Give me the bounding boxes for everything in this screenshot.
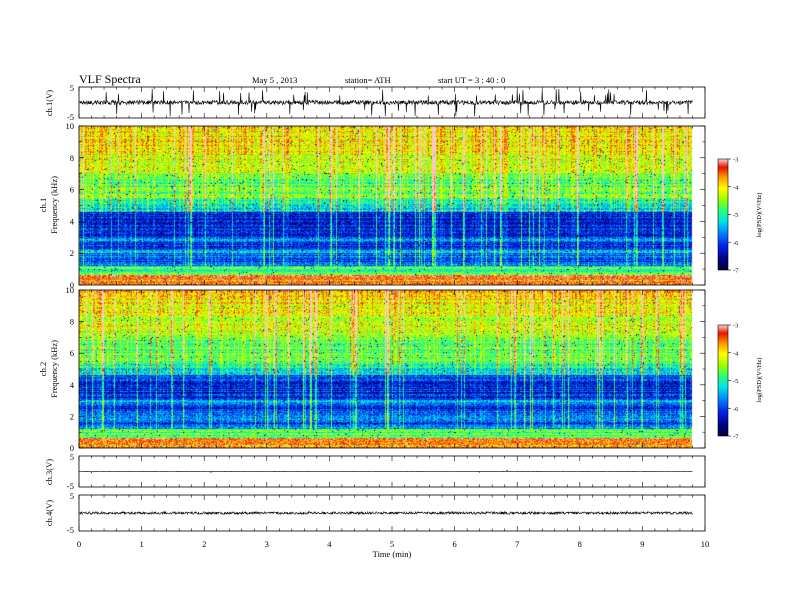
ch2-colorbar: -3 -4 -5 -6 -7 log(PSD)(V²/Hz)	[717, 323, 763, 441]
ch1-ytick-top: 5	[70, 83, 74, 93]
time-axis-tick-label-8: 8	[578, 539, 582, 549]
ch2-colorbar-ticks: -3 -4 -5 -6 -7	[728, 323, 739, 441]
ch1-colorbar-tick-label-3: -6	[733, 240, 739, 247]
ch4-waveform-line	[78, 510, 693, 516]
ch2-colorbar-label: log(PSD)(V²/Hz)	[756, 358, 763, 403]
time-axis-tick-label-9: 9	[640, 539, 644, 549]
ch1-spectrogram-channel-label: ch.1	[38, 198, 48, 212]
ch1-waveform-ylabel: ch.1(V)	[44, 90, 54, 116]
ch1-waveform-xticks	[78, 87, 706, 118]
ch2-spectrogram-ytick-label-4: 8	[70, 317, 74, 327]
ch1-spectrogram-ytick-label-3: 6	[70, 185, 74, 195]
ch2-spectrogram-panel: 0 2 4 6 8 10 ch.2 Frequency (kHz)	[38, 285, 706, 453]
ch1-spectrogram-panel: 0 2 4 6 8 10 ch.1 Frequency (kHz)	[38, 121, 706, 290]
ch3-waveform-xticks	[78, 456, 706, 487]
ch1-waveform-panel: 5 -5 ch.1(V)	[44, 83, 706, 122]
time-axis-label: Time (min)	[373, 549, 412, 559]
chart-title: VLF Spectra	[79, 72, 141, 86]
ch3-ytick-bottom: -5	[67, 481, 74, 491]
ch2-colorbar-tick-label-0: -3	[733, 323, 738, 330]
ch1-waveform-line	[78, 88, 693, 117]
ch2-colorbar-tick-label-4: -7	[733, 434, 739, 441]
time-axis-tick-labels: 0 1 2 3 4 5 6 7 8 9 10	[77, 539, 709, 549]
header-station: station= ATH	[345, 75, 391, 85]
ch1-spectrogram-yticks: 0 2 4 6 8 10	[66, 121, 705, 290]
ch1-spectrogram-ylabel: Frequency (kHz)	[49, 176, 59, 234]
ch1-spectrogram-ytick-label-4: 8	[70, 153, 74, 163]
ch3-waveform-line	[78, 469, 693, 474]
ch1-colorbar-tick-label-4: -7	[733, 268, 739, 275]
ch2-colorbar-tick-label-3: -6	[733, 406, 739, 413]
ch2-spectrogram-ytick-label-5: 10	[66, 285, 75, 295]
ch3-waveform-panel: 5 -5 ch.3(V)	[44, 452, 706, 491]
ch4-waveform-panel: 5 -5 ch.4(V)	[44, 491, 706, 535]
time-axis-tick-label-1: 1	[139, 539, 143, 549]
ch2-spectrogram-ytick-label-0: 0	[70, 443, 74, 453]
time-axis-tick-label-5: 5	[390, 539, 394, 549]
ch1-colorbar-gradient	[718, 159, 728, 270]
ch1-spectrogram-ytick-label-1: 2	[70, 248, 74, 258]
time-axis-tick-label-2: 2	[202, 539, 206, 549]
ch1-colorbar-label: log(PSD)(V²/Hz)	[756, 193, 763, 238]
ch2-spectrogram-yticks: 0 2 4 6 8 10	[66, 285, 705, 453]
ch1-spectrogram-heatmap	[79, 126, 705, 285]
ch3-ytick-top: 5	[70, 452, 74, 462]
ch1-spectrogram-ytick-label-2: 4	[70, 216, 75, 226]
ch1-colorbar: -3 -4 -5 -6 -7 log(PSD)(V²/Hz)	[717, 157, 763, 275]
ch2-spectrogram-xticks	[78, 290, 706, 448]
ch4-ytick-bottom: -5	[67, 525, 74, 535]
ch2-colorbar-tick-label-1: -4	[733, 350, 739, 357]
header-date: May 5 , 2013	[252, 75, 297, 85]
ch1-colorbar-tick-label-1: -4	[733, 184, 739, 191]
ch1-colorbar-ticks: -3 -4 -5 -6 -7	[728, 157, 739, 275]
time-axis-tick-label-3: 3	[265, 539, 269, 549]
ch2-spectrogram-heatmap	[79, 290, 705, 448]
ch2-colorbar-gradient	[718, 325, 728, 436]
ch1-ytick-bottom: -5	[67, 112, 74, 122]
ch1-spectrogram-xticks	[78, 126, 706, 285]
time-axis-tick-label-10: 10	[701, 539, 710, 549]
time-axis-tick-label-0: 0	[77, 539, 81, 549]
ch4-waveform-ylabel: ch.4(V)	[44, 500, 54, 526]
ch1-colorbar-tick-label-0: -3	[733, 157, 738, 164]
header-start-time: start UT = 3 : 40 : 0	[438, 75, 505, 85]
ch2-spectrogram-ytick-label-2: 4	[70, 380, 75, 390]
ch1-spectrogram-ytick-label-5: 10	[66, 121, 75, 131]
ch2-spectrogram-ylabel: Frequency (kHz)	[49, 340, 59, 398]
time-axis-tick-label-7: 7	[515, 539, 519, 549]
ch1-colorbar-tick-label-2: -5	[733, 212, 738, 219]
ch1-spectrogram-ytick-label-0: 0	[70, 280, 74, 290]
ch2-colorbar-tick-label-2: -5	[733, 378, 738, 385]
ch4-waveform-xticks	[78, 495, 706, 531]
ch2-spectrogram-channel-label: ch.2	[38, 362, 48, 376]
time-axis-tick-label-4: 4	[327, 539, 332, 549]
ch2-spectrogram-ytick-label-3: 6	[70, 348, 74, 358]
ch2-spectrogram-ytick-label-1: 2	[70, 411, 74, 421]
ch4-ytick-top: 5	[70, 491, 74, 501]
ch3-waveform-ylabel: ch.3(V)	[44, 459, 54, 485]
time-axis-tick-label-6: 6	[452, 539, 456, 549]
